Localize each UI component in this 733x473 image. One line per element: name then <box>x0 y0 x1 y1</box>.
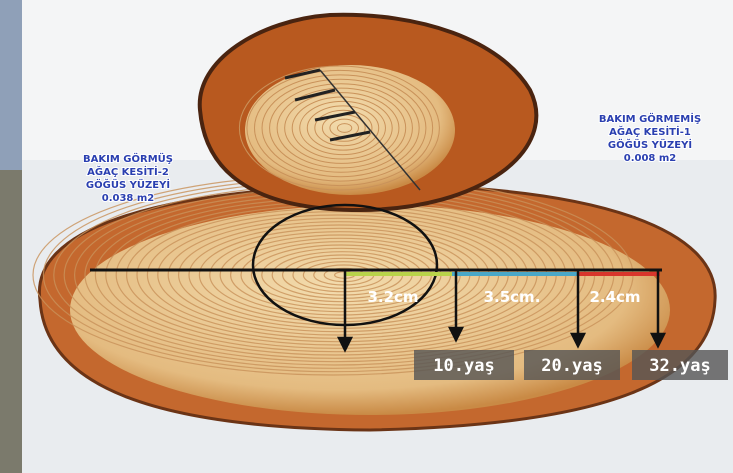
note-line: GÖĞÜS YÜZEYİ <box>86 177 170 191</box>
tree-ring <box>306 105 380 151</box>
age-label: 10.yaş <box>433 356 494 376</box>
left-photo-strip <box>0 170 22 473</box>
tree-ring <box>261 78 420 178</box>
note-line: BAKIM GÖRMÜŞ <box>83 151 173 165</box>
note-line: 0.008 m2 <box>624 153 677 164</box>
arrows <box>336 270 667 353</box>
age-label: 20.yaş <box>541 356 602 376</box>
age-box <box>632 350 728 380</box>
tree-ring <box>276 87 407 169</box>
tree-ring <box>246 69 434 187</box>
note-line: GÖĞÜS YÜZEYİ <box>608 137 692 151</box>
age-label: 32.yaş <box>649 356 710 376</box>
age-box <box>524 350 620 380</box>
note-line: BAKIM GÖRMEMİŞ <box>599 111 701 125</box>
note-line: AĞAÇ KESİTİ-2 <box>87 164 169 178</box>
tree-ring <box>336 123 353 133</box>
tree-ring <box>284 92 400 164</box>
measurement: 3.2cm <box>367 288 418 306</box>
tree-ring <box>253 74 427 182</box>
note-line: AĞAÇ KESİTİ-1 <box>609 124 691 138</box>
small-log <box>197 12 539 213</box>
tree-ring <box>314 109 373 147</box>
measurement: 3.5cm. <box>484 288 541 306</box>
tree-ring <box>269 83 413 173</box>
note-line: 0.038 m2 <box>102 193 155 204</box>
measurement: 2.4cm <box>589 288 640 306</box>
tree-ring <box>238 65 440 191</box>
tree-ring <box>299 100 386 156</box>
age-box <box>414 350 514 380</box>
